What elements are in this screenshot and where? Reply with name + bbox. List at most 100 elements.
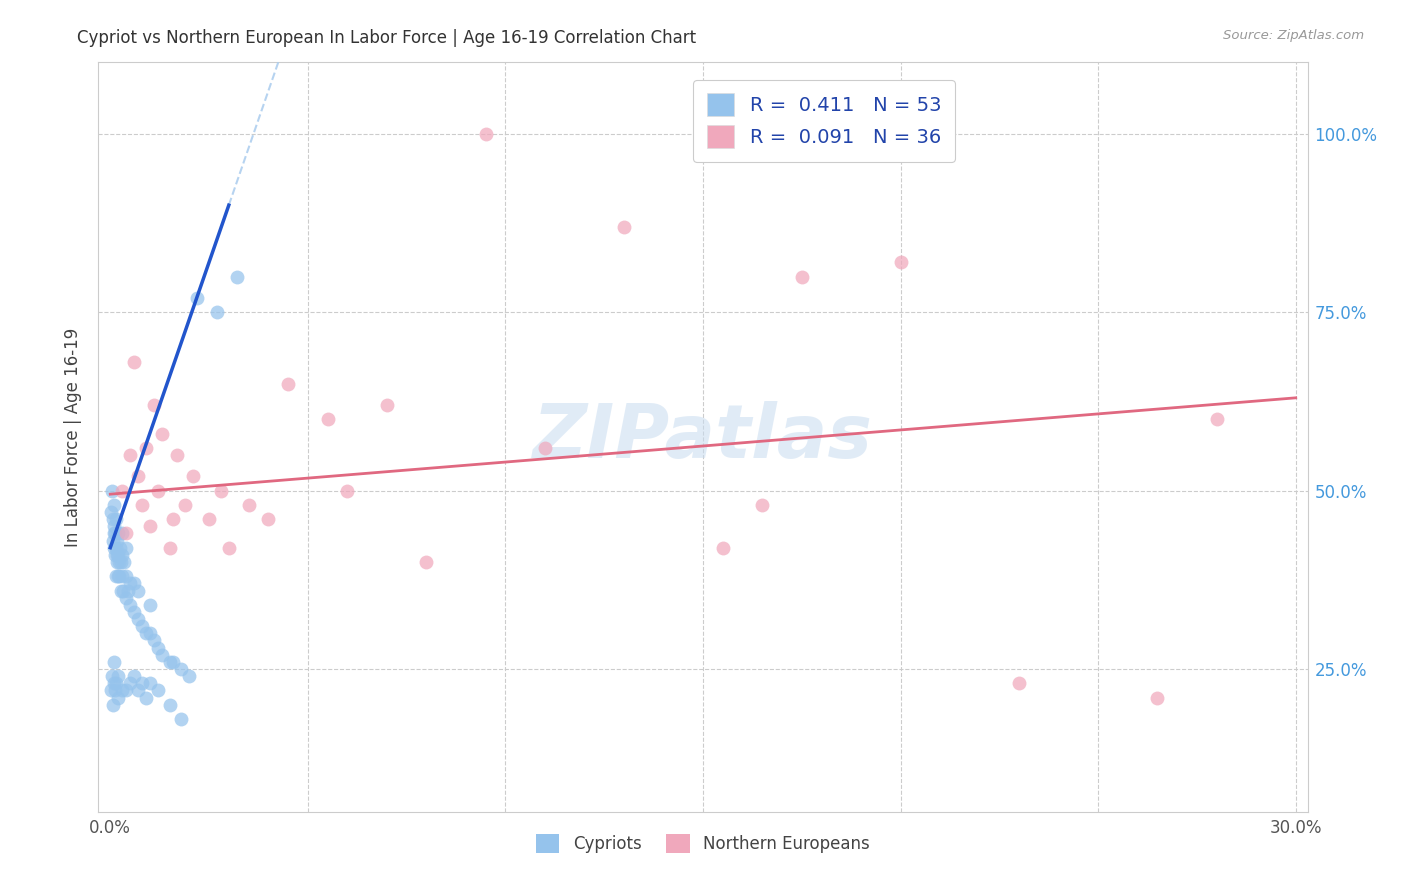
Text: Cypriot vs Northern European In Labor Force | Age 16-19 Correlation Chart: Cypriot vs Northern European In Labor Fo… (77, 29, 696, 46)
Point (118, 598, 141, 612)
Point (103, 676, 125, 690)
Point (117, 583, 139, 598)
Point (534, 441, 557, 455)
Point (101, 669, 124, 683)
Point (375, 398, 398, 412)
Point (111, 548, 134, 562)
Point (474, 127, 496, 141)
Point (107, 669, 129, 683)
Point (751, 498, 773, 512)
Point (162, 655, 184, 669)
Point (179, 669, 201, 683)
Point (135, 626, 157, 640)
Point (790, 269, 813, 284)
Point (108, 555, 131, 569)
Point (108, 541, 131, 555)
Point (122, 669, 145, 683)
Point (111, 526, 134, 541)
Point (174, 498, 197, 512)
Point (104, 526, 127, 541)
Point (105, 541, 128, 555)
Point (257, 512, 280, 526)
Point (108, 569, 131, 583)
Point (142, 398, 165, 412)
Point (139, 676, 162, 690)
Point (139, 519, 162, 533)
Point (104, 683, 127, 698)
Point (170, 662, 193, 676)
Point (105, 676, 128, 690)
Point (103, 655, 125, 669)
Point (186, 291, 208, 305)
Point (146, 483, 169, 498)
Text: ZIPatlas: ZIPatlas (533, 401, 873, 474)
Point (104, 569, 127, 583)
Point (127, 683, 149, 698)
Point (142, 633, 165, 648)
Point (218, 541, 240, 555)
Point (135, 441, 157, 455)
Point (104, 548, 127, 562)
Point (105, 512, 128, 526)
Point (146, 640, 169, 655)
Point (122, 605, 145, 619)
Point (139, 626, 162, 640)
Point (150, 426, 173, 441)
Point (103, 512, 125, 526)
Point (122, 355, 145, 369)
Y-axis label: In Labor Force | Age 16-19: In Labor Force | Age 16-19 (65, 327, 83, 547)
Point (111, 683, 134, 698)
Point (336, 483, 359, 498)
Point (205, 305, 228, 319)
Point (103, 498, 125, 512)
Point (110, 583, 132, 598)
Point (1205, 412, 1227, 426)
Point (162, 512, 184, 526)
Point (111, 569, 134, 583)
Point (118, 676, 141, 690)
Legend: Cypriots, Northern Europeans: Cypriots, Northern Europeans (530, 827, 876, 860)
Point (107, 548, 129, 562)
Point (115, 591, 138, 605)
Point (146, 683, 169, 698)
Point (103, 519, 125, 533)
Point (127, 612, 149, 626)
Point (105, 533, 128, 548)
Point (101, 483, 124, 498)
Point (415, 555, 437, 569)
Point (131, 676, 153, 690)
Point (225, 269, 247, 284)
Point (238, 498, 260, 512)
Point (181, 469, 204, 483)
Point (135, 690, 157, 705)
Text: Source: ZipAtlas.com: Source: ZipAtlas.com (1223, 29, 1364, 42)
Point (110, 555, 132, 569)
Point (150, 648, 173, 662)
Point (316, 412, 339, 426)
Point (159, 541, 181, 555)
Point (277, 376, 299, 391)
Point (101, 533, 124, 548)
Point (100, 505, 122, 519)
Point (209, 483, 232, 498)
Point (139, 598, 162, 612)
Point (613, 219, 636, 234)
Point (711, 541, 734, 555)
Point (1146, 690, 1168, 705)
Point (131, 619, 153, 633)
Point (127, 469, 149, 483)
Point (112, 555, 135, 569)
Point (105, 555, 128, 569)
Point (107, 569, 129, 583)
Point (890, 255, 912, 269)
Point (166, 448, 188, 462)
Point (159, 655, 181, 669)
Point (107, 690, 129, 705)
Point (107, 526, 129, 541)
Point (170, 712, 193, 726)
Point (111, 583, 134, 598)
Point (118, 448, 141, 462)
Point (115, 526, 138, 541)
Point (103, 526, 125, 541)
Point (111, 483, 134, 498)
